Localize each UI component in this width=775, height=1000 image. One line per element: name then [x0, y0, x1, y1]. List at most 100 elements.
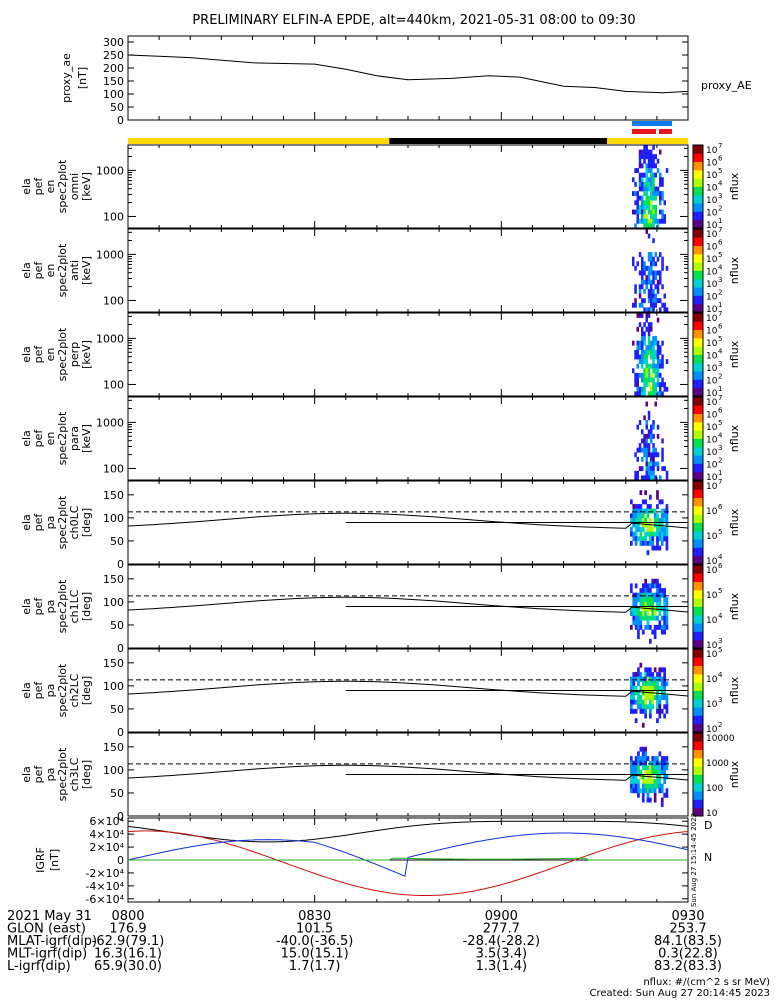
- x-row-value: 1.7(1.7): [289, 959, 341, 974]
- colorbar-segment: [693, 415, 703, 419]
- spectrogram-cell: [663, 302, 666, 308]
- y-axis-label: spec2plot: [56, 495, 69, 549]
- y-tick-label: -6×10⁴: [85, 893, 124, 906]
- spectrogram-cell: [653, 779, 657, 784]
- spectrogram-cell: [656, 685, 659, 691]
- y-tick-label: 0: [117, 854, 124, 867]
- spectrogram-cell: [645, 218, 648, 224]
- spectrogram-cell: [643, 452, 646, 458]
- spectrogram-cell: [658, 769, 662, 775]
- spectrogram-cell: [644, 699, 647, 705]
- spectrogram-cell: [636, 456, 639, 462]
- colorbar-segment: [693, 629, 703, 632]
- colorbar-tick-label: 10: [706, 196, 718, 206]
- colorbar-segment: [693, 753, 703, 757]
- spectrogram-cell: [636, 214, 639, 220]
- spectrogram-cell: [641, 261, 644, 267]
- colorbar-segment: [693, 631, 703, 634]
- spectrogram-cell: [654, 391, 657, 397]
- spectrogram-cell: [660, 690, 664, 696]
- spectrogram-cell: [663, 597, 666, 603]
- spectrogram-cell: [663, 629, 666, 635]
- spectrogram-cell: [632, 620, 636, 626]
- spectrogram-cell: [653, 797, 657, 803]
- colorbar-segment: [693, 561, 703, 565]
- spectrogram-cell: [650, 158, 653, 164]
- spectrogram-cell: [663, 218, 666, 224]
- colorbar-segment: [693, 421, 703, 425]
- spectrogram-cell: [665, 597, 669, 603]
- spectrogram-cell: [650, 209, 653, 215]
- colorbar-tick-exponent: 5: [718, 335, 722, 343]
- spectrogram-cell: [639, 615, 643, 621]
- spectrogram-cell: [630, 774, 633, 780]
- spectrogram-cell: [656, 527, 659, 532]
- spectrogram-cell: [656, 466, 660, 472]
- spectrogram-cell: [659, 359, 662, 364]
- spectrogram-cell: [645, 359, 648, 364]
- spectrogram-cell: [644, 540, 647, 546]
- spectrogram-cell: [649, 760, 652, 766]
- spectrogram-cell: [637, 756, 640, 761]
- spectrogram-cell: [647, 298, 651, 304]
- spectrogram-cell: [645, 200, 648, 206]
- colorbar-segment: [693, 678, 703, 681]
- colorbar-segment: [693, 717, 703, 720]
- spectrogram-cell: [651, 676, 655, 682]
- colorbar-segment: [693, 247, 703, 251]
- spectrogram-cell: [647, 168, 651, 173]
- spectrogram-cell: [632, 760, 636, 766]
- colorbar-segment: [693, 317, 703, 320]
- proxy-ae-legend: proxy_AE: [701, 79, 752, 92]
- y-axis-label: spec2plot: [56, 579, 69, 633]
- spectrogram-cell: [650, 214, 653, 220]
- colorbar-tick-exponent: 5: [718, 419, 722, 427]
- spectrogram-cell: [663, 667, 666, 673]
- colorbar-tick-exponent: 1: [718, 217, 722, 225]
- colorbar-segment: [693, 760, 703, 763]
- spectrogram-cell: [641, 284, 644, 290]
- spectrogram-cell: [632, 685, 636, 691]
- spectrogram-cell: [659, 218, 662, 224]
- spectrogram-cell: [638, 209, 642, 215]
- spectrogram-cell: [647, 368, 651, 374]
- colorbar-segment: [693, 428, 703, 431]
- colorbar-tick-exponent: 3: [718, 276, 722, 284]
- igrf-by-curve: [127, 832, 689, 877]
- spectrogram-cell: [647, 372, 651, 378]
- spectrogram-cell: [660, 629, 664, 635]
- y-axis-label: [deg]: [80, 760, 93, 789]
- spectrogram-cell: [639, 676, 643, 682]
- spectrogram-cell: [641, 583, 645, 589]
- colorbar-segment: [693, 797, 703, 800]
- spectrogram-cell: [647, 293, 651, 299]
- colorbar-segment: [693, 307, 703, 311]
- spectrogram-cell: [660, 760, 664, 766]
- colorbar-segment: [693, 528, 703, 532]
- spectrogram-cell: [656, 536, 659, 542]
- colorbar-segment: [693, 645, 703, 649]
- colorbar-segment: [693, 417, 703, 421]
- spectrogram-cell: [638, 177, 642, 183]
- colorbar-segment: [693, 512, 703, 515]
- spectrogram-cell: [643, 336, 646, 341]
- spectrogram-cell: [652, 293, 655, 299]
- spectrogram-cell: [649, 685, 652, 691]
- spectrogram-cell: [654, 275, 657, 280]
- spectrogram-cell: [661, 177, 664, 183]
- spectrogram-cell: [646, 620, 650, 626]
- spectrogram-cell: [658, 765, 662, 771]
- colorbar-segment: [693, 669, 703, 673]
- y-tick-label: 150: [103, 573, 124, 586]
- spectrogram-cell: [651, 769, 655, 775]
- spectrogram-cell: [651, 685, 655, 691]
- colorbar-tick-exponent: 6: [718, 503, 723, 511]
- x-row-value: 0830: [298, 909, 331, 924]
- spectrogram-cell: [641, 508, 645, 514]
- spectrogram-cell: [638, 372, 642, 378]
- spectrogram-cell: [641, 517, 645, 523]
- colorbar-tick-label: 10: [706, 809, 718, 819]
- colorbar-segment: [693, 192, 703, 196]
- spectrogram-cell: [656, 218, 660, 224]
- spectrogram-cell: [649, 597, 652, 603]
